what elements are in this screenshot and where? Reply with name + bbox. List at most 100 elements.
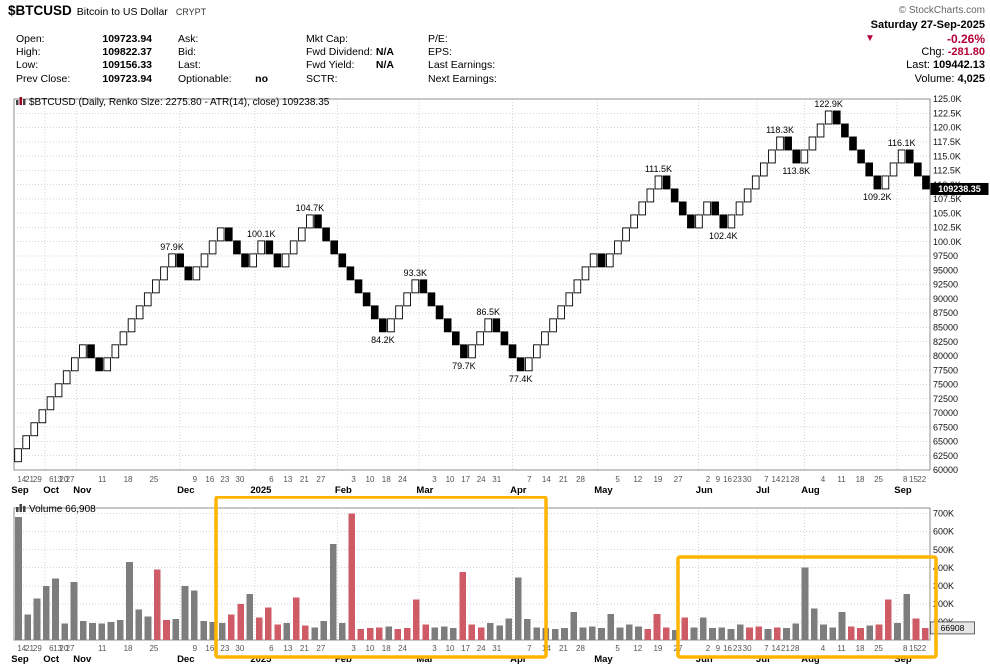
renko-brick [14, 448, 22, 463]
svg-text:79.7K: 79.7K [452, 361, 476, 371]
volume-bar [218, 622, 226, 640]
renko-brick [476, 331, 484, 346]
svg-text:25: 25 [149, 475, 158, 484]
quote-column-1: Ask: Bid: Last: Optionable: no [178, 33, 268, 86]
volume-bar [42, 585, 50, 640]
svg-text:4: 4 [821, 644, 826, 653]
volume-bar [551, 629, 559, 640]
svg-text:16: 16 [205, 475, 214, 484]
renko-brick [362, 292, 371, 307]
renko-brick [922, 175, 930, 190]
volume-bar [126, 562, 133, 640]
renko-brick [662, 175, 671, 190]
quote-row: Ask: [178, 33, 268, 46]
volume-bar [820, 624, 827, 640]
change-row: Chg: -281.80 [865, 46, 985, 59]
renko-brick [427, 292, 436, 307]
renko-brick [419, 279, 428, 294]
volume-bar [653, 613, 661, 640]
volume-bar [385, 626, 392, 640]
renko-brick [800, 149, 809, 164]
volume-bar [847, 626, 855, 640]
svg-text:500K: 500K [933, 545, 954, 555]
svg-text:7: 7 [764, 475, 769, 484]
svg-text:Oct: Oct [43, 485, 60, 496]
quote-row: Low: 109156.33 [16, 59, 152, 72]
renko-brick [22, 435, 30, 450]
svg-text:10: 10 [446, 644, 455, 653]
svg-text:21: 21 [781, 475, 790, 484]
svg-text:Jul: Jul [756, 485, 770, 496]
svg-text:30: 30 [743, 644, 752, 653]
renko-brick [38, 409, 47, 424]
volume-bar [894, 622, 901, 640]
renko-brick [808, 136, 817, 151]
volume-title-group: Volume 66,908 [16, 504, 96, 515]
volume-bar [255, 617, 263, 640]
renko-brick [265, 240, 274, 255]
svg-text:11: 11 [837, 475, 846, 484]
volume-bar [70, 582, 78, 640]
volume-bar [302, 625, 309, 640]
volume-bar [200, 621, 207, 640]
renko-brick [735, 201, 744, 216]
volume-bar [329, 544, 337, 640]
renko-brick [168, 253, 176, 268]
renko-brick [468, 344, 476, 359]
svg-text:6: 6 [269, 475, 274, 484]
volume-bars [15, 513, 929, 640]
svg-text:9: 9 [716, 475, 721, 484]
down-arrow-icon: ▼ [865, 33, 875, 44]
svg-text:Sep: Sep [11, 485, 29, 496]
renko-brick [176, 253, 184, 268]
svg-text:62500: 62500 [933, 451, 958, 461]
renko-brick [792, 149, 801, 164]
volume-bar [829, 627, 837, 640]
svg-text:10: 10 [366, 475, 375, 484]
renko-brick [225, 227, 233, 242]
volume-bar [579, 627, 587, 640]
svg-text:19: 19 [653, 475, 662, 484]
renko-brick [395, 305, 403, 320]
volume-bar [764, 629, 772, 640]
volume-grid [14, 508, 930, 640]
volume-bar [635, 626, 642, 640]
volume-bar [810, 608, 818, 640]
svg-text:27: 27 [66, 644, 75, 653]
svg-text:24: 24 [398, 644, 407, 653]
svg-text:21: 21 [559, 475, 568, 484]
renko-brick [443, 318, 452, 333]
quote-label: Fwd Yield: [306, 59, 355, 72]
renko-brick [306, 214, 314, 229]
volume-bar [718, 627, 726, 640]
renko-brick [484, 318, 493, 333]
svg-text:25: 25 [149, 644, 158, 653]
svg-text:30: 30 [235, 475, 244, 484]
svg-text:15: 15 [909, 475, 918, 484]
svg-text:82500: 82500 [933, 337, 958, 347]
quote-grid: Open: 109723.94 High: 109822.37 Low: 109156.3… [0, 33, 990, 91]
volume-bar [33, 598, 41, 640]
svg-text:27: 27 [316, 475, 325, 484]
svg-text:25: 25 [874, 475, 883, 484]
quote-row: Fwd Dividend: N/A [306, 46, 394, 59]
renko-brick [200, 253, 209, 268]
svg-text:104.7K: 104.7K [296, 203, 325, 213]
volume-bar [672, 630, 679, 640]
volume-bar [79, 621, 87, 640]
svg-text:21: 21 [25, 644, 34, 653]
highlight-box [214, 496, 548, 659]
volume-bar [875, 624, 883, 640]
renko-brick [857, 149, 865, 164]
svg-text:113.8K: 113.8K [782, 166, 810, 176]
renko-brick [314, 214, 322, 229]
svg-text:122.9K: 122.9K [814, 99, 843, 109]
renko-brick [346, 266, 355, 281]
svg-text:105.0K: 105.0K [933, 208, 962, 218]
svg-text:95000: 95000 [933, 265, 958, 275]
svg-text:102.5K: 102.5K [933, 223, 962, 233]
renko-brick [135, 305, 144, 320]
svg-text:14: 14 [771, 475, 780, 484]
price-grid [14, 98, 930, 471]
